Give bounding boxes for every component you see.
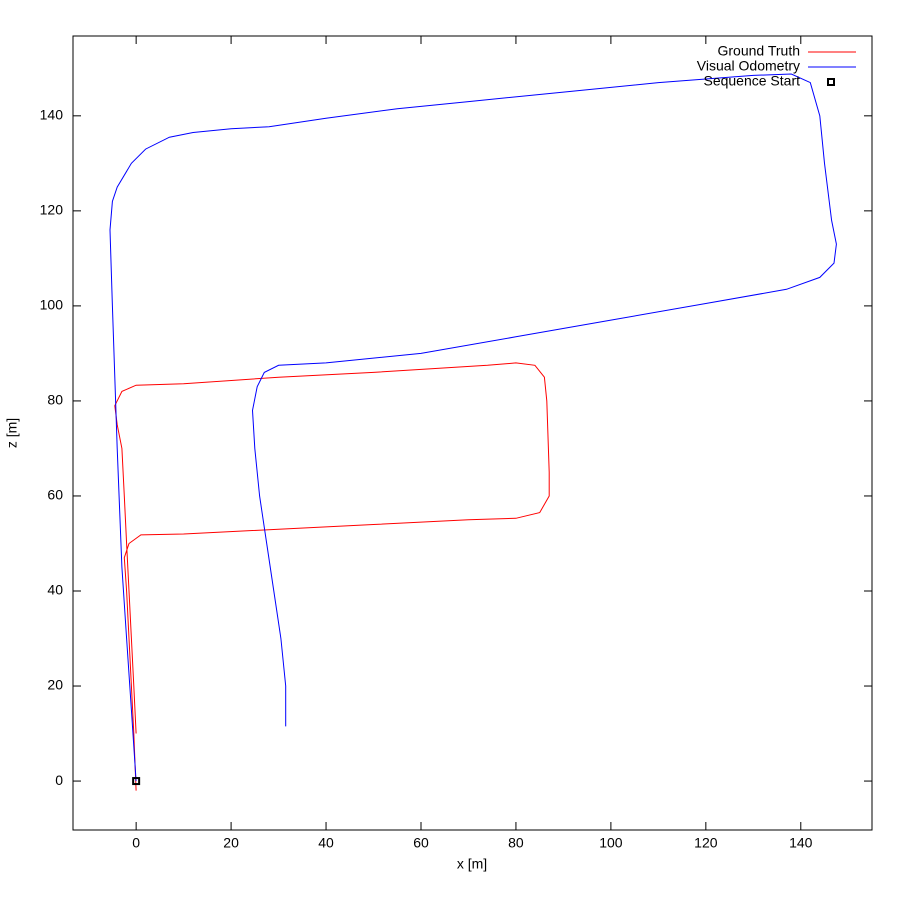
x-tick-label: 40 xyxy=(318,835,334,851)
legend-label: Visual Odometry xyxy=(697,58,800,74)
trajectory-line xyxy=(109,73,837,782)
x-axis-label: x [m] xyxy=(457,856,487,872)
y-tick-label: 100 xyxy=(40,297,64,313)
x-tick-label: 0 xyxy=(132,835,140,851)
x-tick-label: 120 xyxy=(694,835,718,851)
y-tick-label: 80 xyxy=(47,392,63,408)
y-tick-label: 60 xyxy=(47,487,63,503)
y-tick-label: 20 xyxy=(47,677,63,693)
x-tick-label: 20 xyxy=(223,835,239,851)
y-tick-label: 40 xyxy=(47,582,63,598)
x-tick-label: 60 xyxy=(413,835,429,851)
x-tick-label: 140 xyxy=(789,835,813,851)
legend-label: Sequence Start xyxy=(703,73,800,89)
y-tick-label: 0 xyxy=(55,772,63,788)
legend-marker xyxy=(827,78,835,86)
plot-frame xyxy=(72,35,873,831)
start-marker xyxy=(132,777,141,786)
y-tick-label: 140 xyxy=(40,107,64,123)
trajectory-line xyxy=(114,362,550,791)
y-axis-label: z [m] xyxy=(4,418,20,448)
x-tick-label: 100 xyxy=(599,835,623,851)
legend-label: Ground Truth xyxy=(718,43,801,59)
x-tick-label: 80 xyxy=(508,835,524,851)
y-tick-label: 120 xyxy=(40,202,64,218)
